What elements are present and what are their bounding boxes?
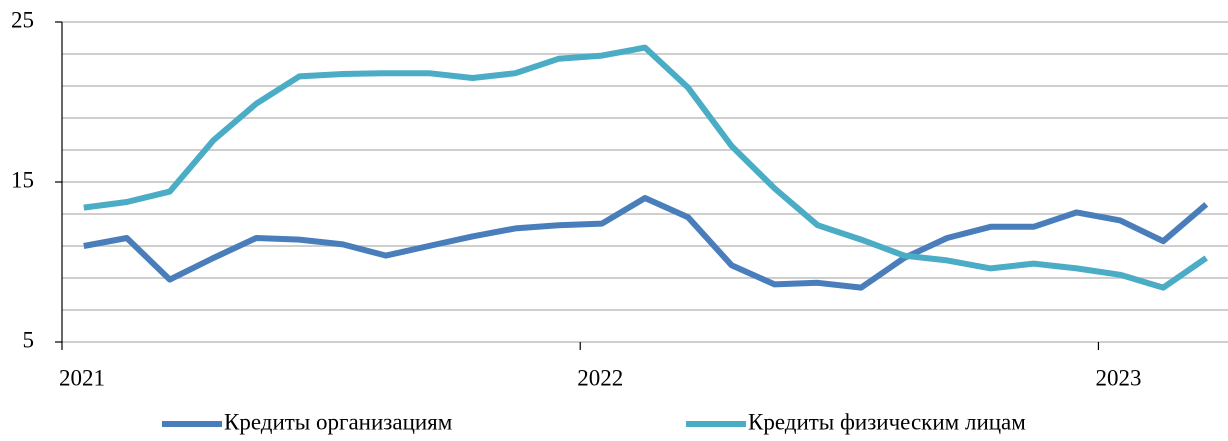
legend-label: Кредиты физическим лицам [748,409,1026,434]
y-tick-label: 5 [23,327,35,352]
x-tick-label: 2022 [577,365,623,390]
legend-label: Кредиты организациям [224,409,453,434]
x-tick-label: 2021 [59,365,105,390]
y-tick-label: 15 [11,167,34,192]
series-line [83,44,1208,291]
y-tick-label: 25 [11,7,34,32]
x-tick-label: 2023 [1095,365,1141,390]
series-line [83,195,1209,291]
